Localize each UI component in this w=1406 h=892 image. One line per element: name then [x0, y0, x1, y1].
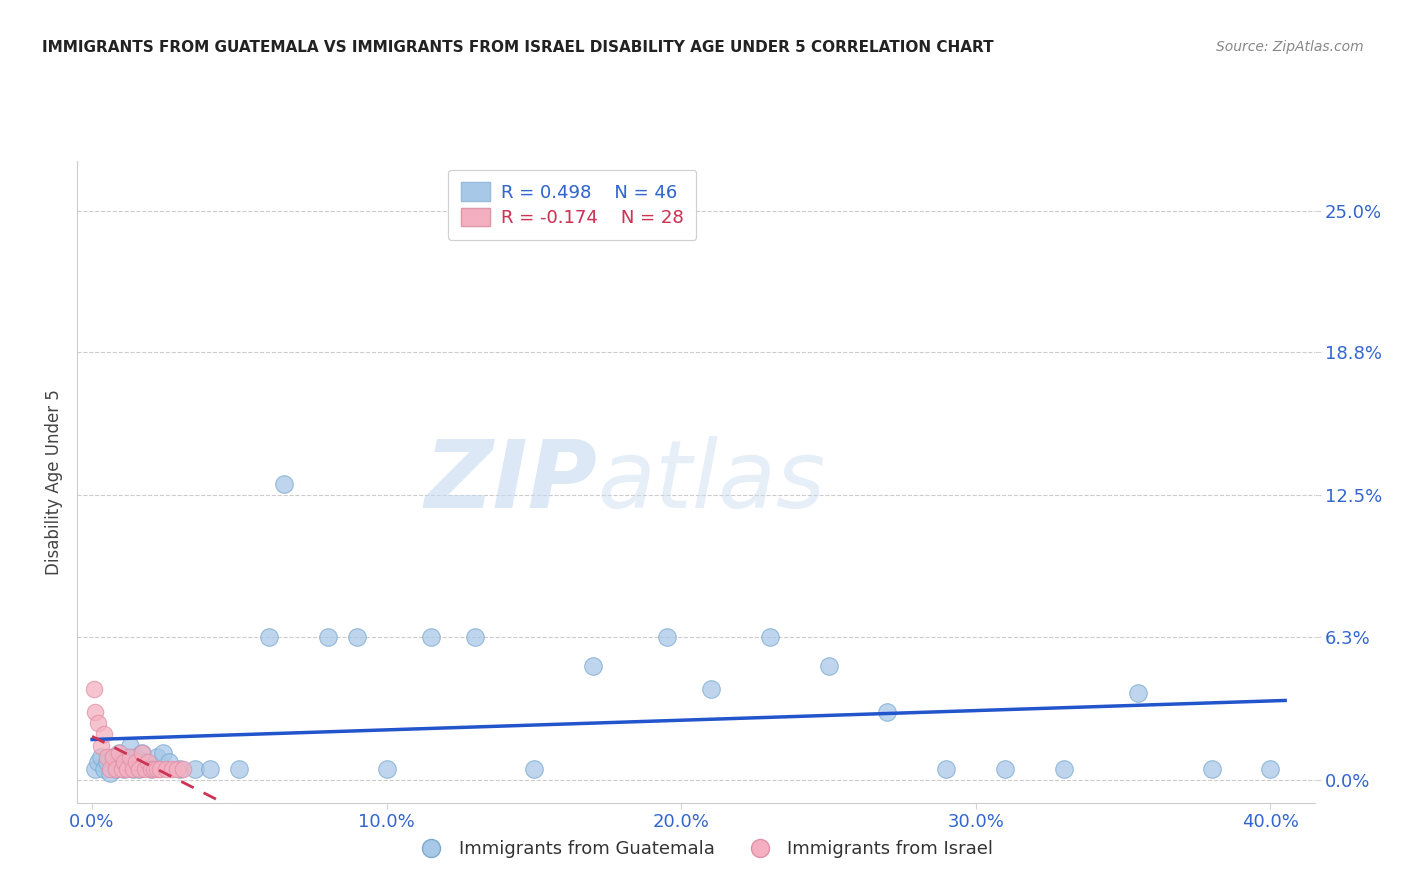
Point	[104, 762, 127, 776]
Point	[699, 681, 721, 696]
Point	[152, 746, 174, 760]
Point	[110, 762, 132, 776]
Point	[98, 766, 121, 780]
Point	[1260, 762, 1282, 776]
Y-axis label: Disability Age Under 5: Disability Age Under 5	[45, 389, 63, 574]
Point	[134, 762, 156, 776]
Point	[1126, 686, 1149, 700]
Point	[1201, 762, 1223, 776]
Point	[758, 630, 780, 644]
Point	[273, 477, 295, 491]
Point	[139, 762, 162, 776]
Point	[87, 716, 110, 731]
Point	[142, 762, 165, 776]
Point	[935, 762, 957, 776]
Point	[160, 762, 183, 776]
Point	[136, 755, 159, 769]
Point	[655, 630, 678, 644]
Point	[101, 750, 124, 764]
Point	[117, 750, 139, 764]
Point	[93, 727, 115, 741]
Point	[149, 762, 172, 776]
Point	[375, 762, 398, 776]
Text: IMMIGRANTS FROM GUATEMALA VS IMMIGRANTS FROM ISRAEL DISABILITY AGE UNDER 5 CORRE: IMMIGRANTS FROM GUATEMALA VS IMMIGRANTS …	[42, 40, 994, 55]
Point	[228, 762, 250, 776]
Legend: R = 0.498    N = 46, R = -0.174    N = 28: R = 0.498 N = 46, R = -0.174 N = 28	[449, 169, 696, 240]
Text: ZIP: ZIP	[425, 435, 598, 528]
Point	[117, 762, 139, 776]
Point	[419, 630, 441, 644]
Point	[96, 750, 118, 764]
Point	[146, 750, 169, 764]
Point	[104, 762, 127, 776]
Point	[122, 762, 145, 776]
Point	[96, 755, 118, 769]
Point	[316, 630, 339, 644]
Point	[184, 762, 207, 776]
Point	[125, 755, 148, 769]
Point	[90, 739, 112, 753]
Point	[101, 750, 124, 764]
Point	[98, 762, 121, 776]
Point	[114, 755, 136, 769]
Point	[134, 755, 156, 769]
Point	[128, 762, 150, 776]
Point	[464, 630, 486, 644]
Point	[107, 746, 129, 760]
Point	[198, 762, 221, 776]
Point	[157, 755, 180, 769]
Point	[90, 750, 112, 764]
Point	[122, 762, 145, 776]
Point	[131, 746, 153, 760]
Point	[131, 746, 153, 760]
Point	[523, 762, 546, 776]
Point	[257, 630, 280, 644]
Point	[84, 705, 107, 719]
Legend: Immigrants from Guatemala, Immigrants from Israel: Immigrants from Guatemala, Immigrants fr…	[406, 833, 1000, 865]
Point	[1053, 762, 1076, 776]
Point	[346, 630, 368, 644]
Point	[166, 762, 188, 776]
Point	[876, 705, 898, 719]
Point	[128, 762, 150, 776]
Point	[87, 755, 110, 769]
Point	[139, 762, 162, 776]
Point	[146, 762, 169, 776]
Point	[83, 681, 105, 696]
Point	[994, 762, 1017, 776]
Point	[125, 750, 148, 764]
Point	[93, 762, 115, 776]
Point	[110, 755, 132, 769]
Point	[114, 762, 136, 776]
Point	[120, 750, 142, 764]
Point	[817, 659, 839, 673]
Point	[582, 659, 605, 673]
Point	[169, 762, 191, 776]
Point	[155, 762, 177, 776]
Text: Source: ZipAtlas.com: Source: ZipAtlas.com	[1216, 40, 1364, 54]
Text: atlas: atlas	[598, 436, 825, 527]
Point	[120, 739, 142, 753]
Point	[172, 762, 194, 776]
Point	[107, 746, 129, 760]
Point	[84, 762, 107, 776]
